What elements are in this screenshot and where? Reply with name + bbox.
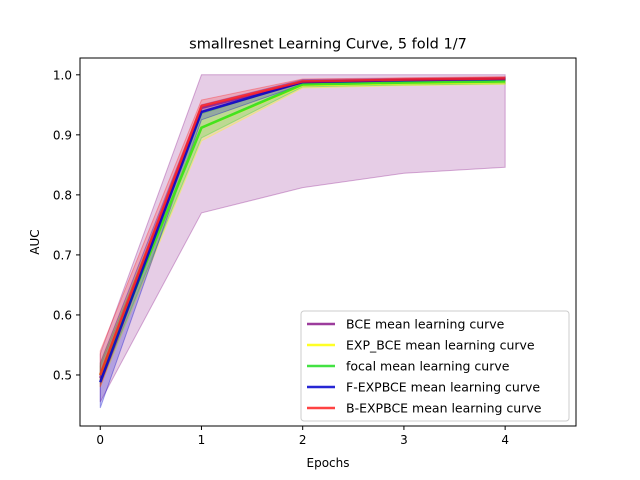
y-tick-label: 0.7 — [53, 248, 72, 262]
y-tick-label: 1.0 — [53, 68, 72, 82]
series-line-2 — [99, 80, 506, 376]
legend-label-1: EXP_BCE mean learning curve — [346, 338, 535, 353]
legend-label-0: BCE mean learning curve — [346, 317, 505, 332]
band-3 — [99, 76, 506, 409]
legend: BCE mean learning curve EXP_BCE mean lear… — [300, 310, 570, 422]
x-axis-ticks: 0 1 2 3 4 — [96, 426, 509, 447]
x-tick-label: 0 — [96, 433, 104, 447]
x-axis-label: Epochs — [307, 456, 350, 470]
legend-label-4: B-EXPBCE mean learning curve — [346, 401, 542, 416]
series-line-4 — [99, 77, 506, 376]
y-tick-label: 0.5 — [53, 368, 72, 382]
legend-label-3: F-EXPBCE mean learning curve — [346, 380, 540, 395]
legend-box — [300, 310, 570, 422]
x-tick-label: 2 — [299, 433, 307, 447]
legend-label-2: focal mean learning curve — [346, 359, 510, 374]
y-tick-label: 0.6 — [53, 308, 72, 322]
y-tick-label: 0.9 — [53, 128, 72, 142]
series-lines — [99, 77, 506, 383]
x-tick-label: 4 — [501, 433, 509, 447]
x-tick-label: 3 — [400, 433, 408, 447]
plot-frame — [79, 57, 577, 427]
x-tick-label: 1 — [198, 433, 206, 447]
chart-title: smallresnet Learning Curve, 5 fold 1/7 — [189, 37, 467, 53]
y-axis-ticks: 0.5 0.6 0.7 0.8 0.9 1.0 — [53, 68, 80, 382]
band-0 — [99, 74, 506, 403]
y-tick-label: 0.8 — [53, 188, 72, 202]
y-axis-label: AUC — [28, 229, 42, 254]
